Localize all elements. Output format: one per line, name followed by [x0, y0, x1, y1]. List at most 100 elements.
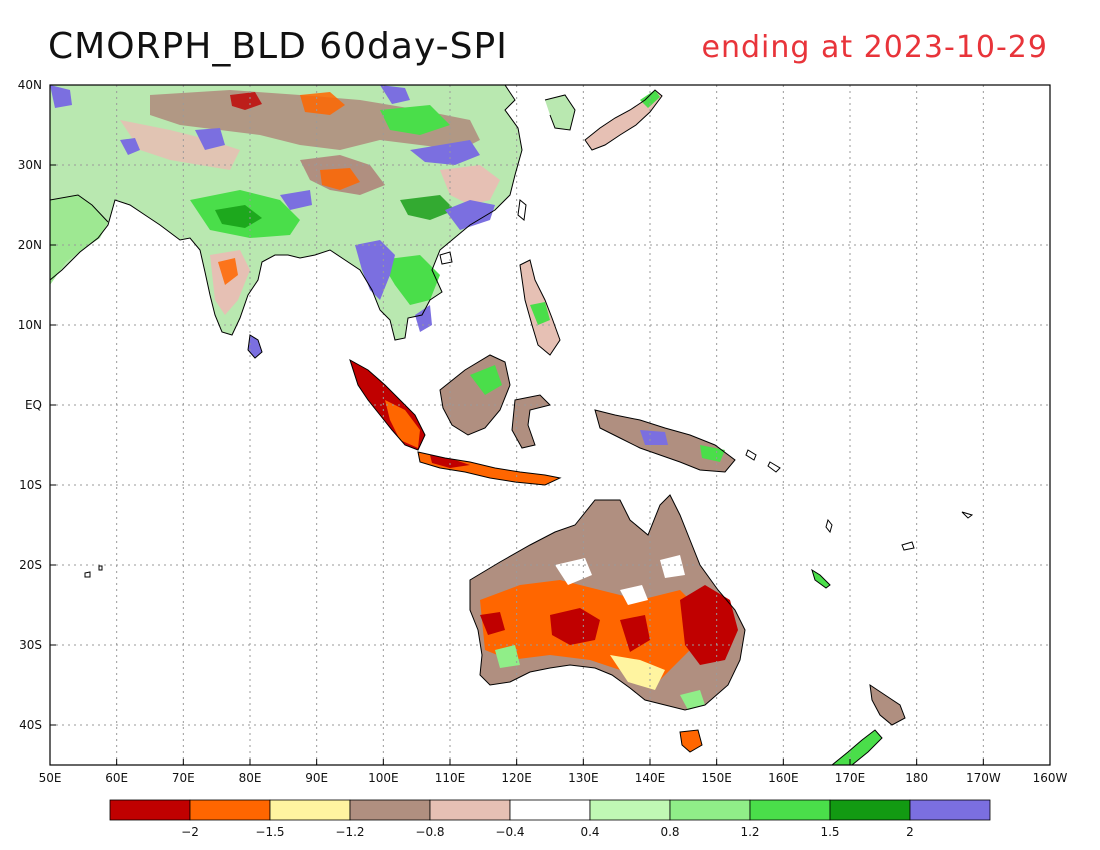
color-legend: −2 −1.5 −1.2 −0.8 −0.4 0.4 0.8 1.2 1.5 2	[109, 799, 991, 839]
legend-label: 2	[906, 825, 914, 839]
sulawesi-coastline	[511, 394, 551, 449]
asia-wet-patch	[380, 105, 450, 135]
legend-label: −0.4	[495, 825, 524, 839]
latitude-tick-label: 40N	[18, 78, 42, 92]
sumatra-field-edge	[385, 400, 420, 448]
longitude-tick-label: 160E	[768, 771, 799, 785]
longitude-tick-label: 80E	[239, 771, 262, 785]
longitude-tick-label: 90E	[305, 771, 328, 785]
longitude-tick-label: 100E	[368, 771, 399, 785]
legend-label: 1.2	[740, 825, 759, 839]
map-frame	[49, 84, 1051, 766]
asia-dry-patch	[440, 165, 500, 205]
new-guinea-wet-patch	[640, 430, 668, 445]
longitude-tick-label: 150E	[701, 771, 732, 785]
longitude-tick-label: 110E	[435, 771, 466, 785]
new-zealand-south-coastline	[831, 729, 883, 765]
new-zealand-field	[832, 730, 882, 765]
asia-very-wet-patch	[380, 85, 410, 104]
australia-light-patch	[610, 655, 665, 690]
longitude-tick-label: 70E	[172, 771, 195, 785]
coastline-layer	[50, 85, 974, 765]
taiwan-coastline	[517, 199, 527, 221]
legend-label: 1.5	[820, 825, 839, 839]
borneo-coastline	[439, 354, 511, 436]
new-zealand-field	[870, 685, 905, 725]
latitude-tick-label: 30S	[19, 638, 42, 652]
mascarene-coastline	[84, 565, 103, 578]
spi-field-layer	[50, 85, 905, 765]
legend-swatch	[669, 799, 751, 821]
legend-label: −0.8	[415, 825, 444, 839]
asia-very-wet-patch	[355, 240, 395, 300]
longitude-tick-labels: 50E 60E 70E 80E 90E 100E 110E 120E 130E 140E 150E 1…	[39, 759, 1068, 785]
legend-label: −1.5	[255, 825, 284, 839]
java-field-dark	[430, 455, 470, 468]
legend-label: −1.2	[335, 825, 364, 839]
legend-swatch	[189, 799, 271, 821]
asia-very-wet-patch	[445, 200, 495, 230]
tasmania-coastline	[679, 729, 703, 753]
asia-wet-patch	[400, 195, 455, 220]
australia-white-patch	[555, 558, 592, 585]
legend-label: 0.4	[580, 825, 599, 839]
asia-dry-patch	[120, 120, 240, 170]
legend-swatch	[909, 799, 991, 821]
new-caledonia-coastline	[811, 568, 831, 589]
java-coastline	[417, 451, 562, 486]
tasmania-field	[680, 730, 702, 752]
asia-wet-patch	[380, 255, 440, 305]
australia-dry-patch	[620, 615, 650, 652]
legend-swatch	[589, 799, 671, 821]
legend-swatch	[509, 799, 591, 821]
australia-white-patch	[620, 585, 648, 605]
legend-label: −2	[181, 825, 199, 839]
legend-swatch	[269, 799, 351, 821]
longitude-tick-label: 130E	[568, 771, 599, 785]
asia-coastline	[50, 85, 523, 341]
australia-wet-patch	[680, 690, 705, 710]
asia-very-wet-patch	[280, 190, 312, 210]
asia-wet-patch	[215, 205, 262, 228]
korea-field	[545, 95, 575, 130]
latitude-tick-label: EQ	[25, 398, 42, 412]
new-guinea-wet-patch	[700, 445, 725, 462]
borneo-wet-patch	[470, 365, 502, 395]
asia-very-wet-patch	[120, 138, 140, 155]
india-dry-patch	[218, 258, 238, 285]
new-caledonia-field	[812, 570, 830, 588]
longitude-tick-label: 50E	[39, 771, 62, 785]
latitude-tick-label: 30N	[18, 158, 42, 172]
sri-lanka-field	[248, 335, 262, 358]
longitude-tick-label: 140E	[635, 771, 666, 785]
australia-white-patch	[660, 555, 685, 578]
australia-dry-patch	[480, 612, 505, 635]
fiji-coastline	[901, 511, 974, 551]
sumatra-coastline	[349, 358, 426, 451]
japan-coastline	[584, 89, 663, 151]
asia-very-wet-patch	[195, 128, 225, 150]
map-title: CMORPH_BLD 60day-SPI	[48, 26, 508, 67]
latitude-tick-label: 40S	[19, 718, 42, 732]
sulawesi-field	[512, 395, 550, 448]
vanuatu-coastline	[825, 518, 833, 534]
japan-field	[585, 90, 662, 150]
asia-very-wet-patch	[410, 140, 480, 165]
asia-dry-patch	[230, 92, 262, 110]
latitude-tick-label: 10S	[19, 478, 42, 492]
legend-swatch	[749, 799, 831, 821]
asia-dry-patch	[300, 92, 345, 115]
sri-lanka-coastline	[247, 334, 263, 359]
latitude-tick-labels: 40N 30N 20N 10N EQ 10S 20S 30S 40S	[18, 78, 56, 732]
new-zealand-north-coastline	[869, 683, 906, 726]
korea-coastline	[544, 94, 576, 131]
legend-swatch	[109, 799, 191, 821]
arabia-coastline	[50, 194, 109, 223]
philippines-coastline	[519, 259, 561, 356]
philippines-wet-patch	[530, 302, 550, 325]
legend-swatch	[429, 799, 511, 821]
legend-label: 0.8	[660, 825, 679, 839]
latitude-tick-label: 20N	[18, 238, 42, 252]
longitude-tick-label: 120E	[501, 771, 532, 785]
